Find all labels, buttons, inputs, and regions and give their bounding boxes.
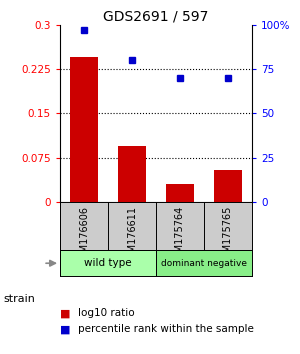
Text: strain: strain	[3, 294, 35, 304]
Text: log10 ratio: log10 ratio	[78, 308, 135, 318]
Text: ■: ■	[60, 324, 70, 334]
Bar	[70, 57, 98, 202]
Bar	[166, 184, 194, 202]
Title: GDS2691 / 597: GDS2691 / 597	[103, 10, 209, 24]
Text: percentile rank within the sample: percentile rank within the sample	[78, 324, 254, 334]
Text: GSM175765: GSM175765	[223, 206, 233, 265]
Text: wild type: wild type	[84, 258, 132, 268]
Bar	[60, 250, 156, 276]
Bar	[214, 170, 242, 202]
Bar	[156, 250, 252, 276]
Text: dominant negative: dominant negative	[161, 259, 247, 268]
Text: GSM176606: GSM176606	[79, 206, 89, 265]
Text: ■: ■	[60, 308, 70, 318]
Text: GSM175764: GSM175764	[175, 206, 185, 265]
Text: GSM176611: GSM176611	[127, 206, 137, 265]
Bar	[118, 146, 146, 202]
